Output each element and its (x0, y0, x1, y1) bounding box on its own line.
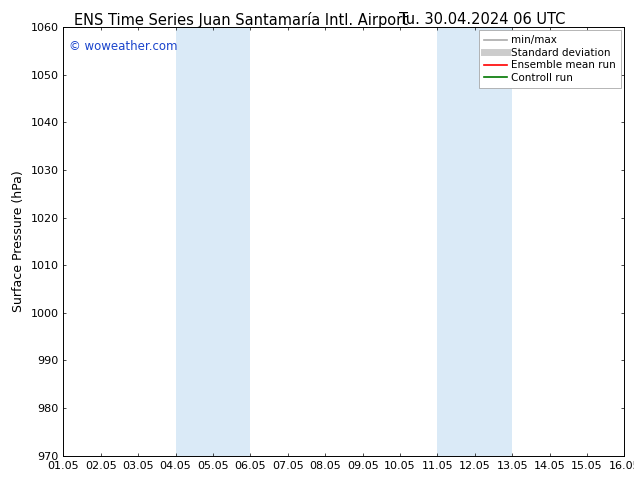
Bar (437, 27, 512, 456)
Legend: min/max, Standard deviation, Ensemble mean run, Controll run: min/max, Standard deviation, Ensemble me… (479, 30, 621, 88)
Text: Tu. 30.04.2024 06 UTC: Tu. 30.04.2024 06 UTC (399, 12, 565, 27)
Text: © woweather.com: © woweather.com (69, 40, 178, 53)
Text: ENS Time Series Juan Santamaría Intl. Airport: ENS Time Series Juan Santamaría Intl. Ai… (74, 12, 408, 28)
Bar (176, 27, 250, 456)
Y-axis label: Surface Pressure (hPa): Surface Pressure (hPa) (12, 171, 25, 312)
